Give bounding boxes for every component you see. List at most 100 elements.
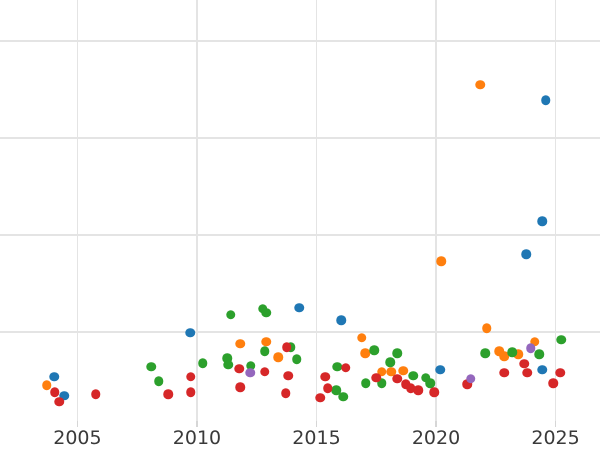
data-point-series-green	[507, 347, 517, 358]
data-point-series-orange	[475, 79, 485, 90]
data-point-series-orange	[398, 366, 408, 376]
data-point-series-red	[54, 397, 64, 407]
v-gridline	[554, 0, 557, 421]
data-point-series-orange	[494, 346, 504, 357]
data-point-series-red	[320, 371, 330, 382]
data-point-series-orange	[235, 338, 245, 349]
data-point-series-red	[341, 363, 351, 373]
data-point-series-green	[332, 362, 342, 372]
data-point-series-red	[315, 393, 325, 403]
data-point-series-orange	[499, 351, 509, 361]
data-point-series-green	[154, 376, 164, 387]
data-point-series-orange	[360, 348, 370, 359]
data-point-series-red	[429, 387, 439, 397]
data-point-series-red	[371, 372, 381, 383]
x-tick	[196, 421, 198, 427]
data-point-series-red	[234, 364, 244, 374]
data-point-series-purple	[245, 367, 255, 378]
h-gridline	[0, 234, 600, 236]
data-point-series-red	[462, 379, 472, 390]
data-point-series-red	[282, 342, 292, 353]
data-point-series-red	[406, 383, 416, 393]
v-gridline	[76, 0, 79, 421]
x-tick	[315, 421, 318, 427]
data-point-series-red	[323, 383, 333, 393]
data-point-series-green	[408, 370, 418, 381]
data-point-series-red	[522, 367, 532, 378]
data-point-series-green	[226, 309, 236, 320]
data-point-series-blue	[185, 328, 195, 338]
data-point-series-green	[421, 372, 431, 383]
data-point-series-orange	[377, 366, 387, 377]
data-point-series-blue	[294, 302, 304, 313]
data-point-series-orange	[273, 352, 283, 362]
data-point-series-red	[283, 370, 293, 381]
data-point-series-blue	[521, 249, 531, 260]
data-point-series-orange	[357, 333, 367, 343]
data-point-series-green	[385, 357, 395, 367]
data-point-series-red	[519, 359, 529, 369]
v-gridline	[196, 0, 198, 421]
data-point-series-red	[281, 388, 291, 398]
data-point-series-orange	[42, 380, 52, 391]
data-point-series-orange	[513, 349, 523, 360]
data-point-series-green	[292, 354, 302, 364]
h-gridline	[0, 331, 600, 333]
data-point-series-red	[413, 385, 423, 395]
data-point-series-red	[555, 367, 565, 378]
data-point-series-purple	[526, 343, 536, 354]
data-point-series-green	[369, 345, 379, 356]
data-point-series-orange	[530, 336, 540, 347]
data-point-series-red	[235, 382, 245, 392]
data-point-series-green	[260, 346, 270, 357]
data-point-series-green	[377, 378, 387, 389]
data-point-series-red	[401, 379, 411, 390]
data-point-series-blue	[537, 365, 547, 375]
data-point-series-blue	[59, 391, 69, 401]
data-point-series-green	[425, 378, 435, 389]
data-point-series-red	[260, 366, 270, 377]
data-point-series-red	[163, 389, 173, 399]
data-point-series-green	[222, 353, 232, 363]
data-point-series-green	[338, 392, 348, 402]
data-point-series-orange	[482, 323, 492, 333]
data-point-series-blue	[49, 371, 59, 382]
data-point-series-red	[186, 387, 196, 397]
data-point-series-green	[261, 307, 271, 318]
data-point-series-blue	[435, 365, 445, 375]
v-gridline	[315, 0, 318, 421]
data-point-series-blue	[537, 216, 547, 227]
h-gridline	[0, 40, 600, 42]
data-point-series-green	[198, 358, 208, 368]
h-gridline	[0, 137, 600, 139]
data-point-series-red	[91, 389, 101, 399]
data-point-series-green	[534, 349, 544, 360]
data-point-series-red	[548, 378, 558, 389]
plot-area	[0, 0, 600, 421]
data-point-series-green	[223, 360, 233, 370]
x-tick	[76, 421, 79, 427]
data-point-series-red	[499, 367, 509, 378]
x-tick-label: 2005	[53, 427, 102, 449]
data-point-series-green	[480, 348, 490, 359]
x-tick	[554, 421, 557, 427]
data-point-series-green	[246, 361, 256, 371]
data-point-series-blue	[541, 95, 551, 105]
data-point-series-green	[556, 334, 566, 345]
data-point-series-purple	[466, 373, 476, 384]
data-point-series-blue	[336, 315, 346, 326]
x-tick-label: 2010	[172, 427, 222, 449]
data-point-series-orange	[436, 256, 446, 266]
data-point-series-red	[186, 371, 196, 382]
data-point-series-green	[392, 348, 402, 359]
x-tick-label: 2025	[531, 427, 580, 449]
v-gridline	[435, 0, 437, 421]
data-point-series-green	[361, 378, 371, 389]
x-tick	[435, 421, 437, 427]
data-point-series-red	[50, 387, 60, 397]
data-point-series-green	[146, 362, 156, 372]
x-tick-label: 2020	[411, 427, 461, 449]
data-point-series-red	[392, 373, 402, 384]
data-point-series-green	[331, 385, 341, 395]
